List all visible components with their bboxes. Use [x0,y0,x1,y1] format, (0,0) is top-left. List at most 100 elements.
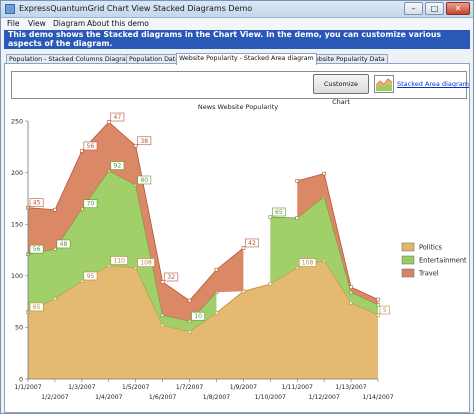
point-travel-5 [160,280,165,284]
y-tick-label-100: 100 [11,273,23,280]
data-label-box-politics-10 [298,258,317,267]
point-travel-13 [376,297,380,302]
tab-strip: Population - Stacked Columns Diagram Pop… [4,53,470,65]
data-label-box-politics-2 [83,271,98,281]
data-label-box-travel-8 [245,238,259,248]
data-label-box-politics-4 [137,258,155,267]
x-tick-label-11: 1/12/2007 [309,394,340,401]
chart-title: News Website Popularity [198,103,278,111]
area-entertainment-1 [270,196,378,316]
x-tick-label-0: 1/1/2007 [14,384,41,391]
x-tick-label-7: 1/8/2007 [203,394,230,401]
y-tick-label-150: 150 [11,222,23,229]
close-button[interactable]: ✕ [446,2,470,15]
menu-view[interactable]: View [28,19,46,28]
stacked-area-diagram-link[interactable]: Stacked Area diagram [397,80,470,88]
data-label-box-entertainment-3 [110,161,125,170]
area-politics-0 [28,260,378,379]
legend-label-travel: Travel [418,270,439,278]
data-label-box-politics-13 [379,305,390,315]
menu-diagram[interactable]: Diagram [53,19,86,28]
data-label-box-politics-0 [29,302,44,312]
legend-label-politics: Politics [419,244,442,252]
x-tick-label-8: 1/9/2007 [230,384,257,391]
data-label-politics-3: 110 [113,257,125,264]
data-label-politics-10: 108 [302,260,314,267]
data-label-box-travel-3 [110,112,125,122]
data-label-travel-5: 32 [167,274,175,281]
point-travel-8 [241,246,246,250]
data-label-politics-2: 95 [87,273,95,280]
point-travel-3 [106,120,111,124]
window-title: ExpressQuantumGrid Chart View Stacked Di… [19,4,253,13]
point-travel-4 [133,143,138,148]
menu-bar: File View Diagram About this demo [1,18,473,30]
maximize-button[interactable]: □ [425,2,444,15]
x-tick-label-10: 1/11/2007 [282,384,313,391]
data-label-box-entertainment-0 [29,244,44,254]
x-tick-label-5: 1/6/2007 [149,394,176,401]
y-tick-label-0: 0 [19,376,23,383]
point-travel-12 [349,285,353,289]
data-label-box-entertainment-9 [272,207,286,217]
data-label-politics-13: 5 [383,307,387,314]
x-tick-label-9: 1/10/2007 [255,394,286,401]
point-travel-7 [214,267,219,272]
data-label-entertainment-0: 56 [33,246,41,253]
data-label-politics-0: 65 [33,304,41,311]
data-label-box-travel-4 [137,136,152,146]
legend-label-entertainment: Entertainment [419,257,467,265]
area-entertainment-0 [28,170,217,332]
data-label-travel-4: 38 [140,138,148,145]
data-label-entertainment-4: 80 [140,177,148,184]
data-label-box-travel-0 [29,198,44,207]
point-entertainment-9 [268,215,273,219]
data-label-box-travel-5 [164,272,179,282]
area-travel-1 [297,173,378,305]
area-chart-icon[interactable] [374,75,394,93]
x-tick-label-12: 1/13/2007 [335,384,366,391]
data-label-travel-2: 56 [87,143,95,150]
data-label-entertainment-6: 10 [194,313,202,320]
data-label-box-entertainment-2 [83,199,98,209]
menu-about[interactable]: About this demo [87,19,149,28]
y-tick-label-50: 50 [15,325,23,332]
stacked-area-chart: News Website Popularity 0 50 100 150 200 250 1… [11,103,467,401]
x-tick-label-4: 1/5/2007 [122,384,149,391]
title-bar[interactable]: ExpressQuantumGrid Chart View Stacked Di… [1,1,473,18]
data-label-travel-0: 45 [33,200,41,207]
point-travel-2 [80,149,84,153]
point-travel-11 [322,171,326,176]
tab-website-popularity-stacked-area[interactable]: Website Popularity - Stacked Area diagra… [176,53,317,65]
data-label-entertainment-3: 92 [113,163,121,170]
legend-swatch-travel [401,268,415,278]
data-label-box-travel-2 [83,141,98,151]
app-icon [5,4,15,14]
x-tick-label-13: 1/14/2007 [362,394,393,401]
data-label-box-entertainment-6 [191,311,206,321]
data-label-box-politics-3 [110,256,128,265]
data-label-entertainment-9: 65 [275,209,283,216]
data-label-travel-8: 42 [248,240,256,247]
data-label-entertainment-2: 70 [87,201,95,208]
point-travel-6 [187,298,192,303]
series-line-travel-1 [297,173,379,300]
demo-description-banner: This demo shows the Stacked diagrams in … [4,30,470,49]
data-label-travel-3: 47 [113,114,121,121]
menu-file[interactable]: File [7,19,20,28]
y-tick-label-200: 200 [11,170,23,177]
legend-swatch-politics [401,242,415,252]
data-label-politics-4: 108 [140,260,152,267]
x-tick-label-3: 1/4/2007 [95,394,122,401]
y-tick-label-250: 250 [11,118,23,125]
minimize-button[interactable]: – [404,2,423,15]
data-label-entertainment-1: 48 [60,241,68,248]
x-tick-label-1: 1/2/2007 [41,394,68,401]
legend-swatch-entertainment [401,255,415,265]
area-travel-0 [28,122,244,322]
data-label-box-entertainment-4 [137,175,152,185]
x-tick-label-2: 1/3/2007 [68,384,95,391]
point-travel-1 [53,207,57,212]
customize-chart-button[interactable]: Customize Chart [313,74,369,106]
